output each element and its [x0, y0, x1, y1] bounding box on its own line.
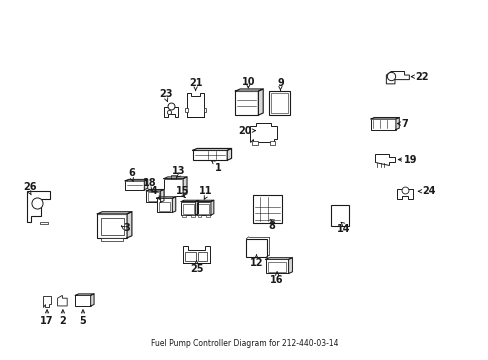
Polygon shape: [160, 189, 163, 202]
Text: 26: 26: [23, 183, 37, 192]
Polygon shape: [42, 296, 51, 307]
Polygon shape: [75, 294, 94, 295]
Bar: [192, 150, 227, 160]
Text: 19: 19: [403, 154, 417, 165]
Text: 11: 11: [199, 185, 212, 195]
Bar: [370, 119, 395, 130]
Bar: [101, 218, 123, 235]
Bar: [267, 262, 285, 272]
Bar: [190, 215, 194, 217]
Text: 12: 12: [249, 258, 263, 268]
Text: 22: 22: [414, 72, 427, 82]
Polygon shape: [196, 200, 213, 202]
Text: 7: 7: [401, 118, 407, 129]
Text: 15: 15: [176, 185, 189, 195]
Polygon shape: [27, 190, 50, 222]
Text: 18: 18: [142, 178, 156, 188]
Bar: [156, 198, 172, 212]
Polygon shape: [235, 89, 263, 91]
Bar: [330, 205, 349, 225]
Text: 10: 10: [241, 77, 255, 86]
Text: 14: 14: [336, 224, 350, 234]
Bar: [97, 214, 127, 238]
Polygon shape: [187, 93, 203, 117]
Bar: [265, 259, 288, 274]
Polygon shape: [192, 148, 231, 150]
Text: 9: 9: [277, 77, 283, 87]
Text: 25: 25: [189, 264, 203, 274]
Polygon shape: [386, 72, 408, 84]
Text: 20: 20: [238, 126, 251, 136]
Bar: [252, 195, 282, 223]
Polygon shape: [288, 258, 292, 274]
Bar: [196, 202, 210, 215]
Text: 4: 4: [150, 186, 157, 196]
Polygon shape: [163, 177, 186, 179]
Polygon shape: [183, 177, 186, 195]
Bar: [269, 141, 275, 145]
Bar: [251, 141, 257, 145]
Text: 16: 16: [270, 275, 283, 285]
Bar: [235, 91, 258, 115]
Polygon shape: [172, 197, 175, 212]
Bar: [41, 222, 47, 224]
Polygon shape: [90, 294, 94, 306]
Bar: [197, 215, 201, 217]
Polygon shape: [195, 200, 198, 215]
Bar: [101, 238, 123, 241]
Bar: [181, 202, 195, 215]
Polygon shape: [370, 117, 399, 119]
Bar: [198, 252, 206, 261]
Text: 17: 17: [40, 316, 54, 326]
Text: 24: 24: [421, 186, 434, 196]
Polygon shape: [146, 189, 163, 191]
Polygon shape: [156, 197, 175, 198]
Text: 1: 1: [214, 163, 221, 173]
Polygon shape: [144, 179, 147, 190]
Bar: [203, 108, 206, 112]
Bar: [206, 215, 209, 217]
Text: 2: 2: [60, 316, 66, 326]
Text: 13: 13: [171, 166, 185, 176]
Bar: [148, 192, 159, 201]
Text: 21: 21: [188, 77, 202, 87]
Polygon shape: [227, 148, 231, 160]
Bar: [184, 108, 187, 112]
Bar: [75, 295, 90, 306]
Polygon shape: [397, 189, 412, 199]
Text: Fuel Pump Controller Diagram for 212-440-03-14: Fuel Pump Controller Diagram for 212-440…: [150, 338, 338, 348]
Polygon shape: [58, 295, 67, 306]
Bar: [183, 204, 193, 213]
Polygon shape: [265, 258, 292, 259]
Bar: [198, 204, 208, 213]
Polygon shape: [395, 117, 399, 130]
Bar: [270, 93, 287, 113]
Polygon shape: [250, 123, 276, 142]
Polygon shape: [127, 212, 132, 238]
Polygon shape: [374, 154, 394, 165]
Bar: [185, 252, 196, 261]
Text: 23: 23: [159, 89, 173, 99]
Bar: [146, 191, 160, 202]
Polygon shape: [163, 107, 178, 117]
Bar: [246, 239, 266, 257]
Bar: [170, 175, 176, 179]
Bar: [125, 181, 144, 190]
Polygon shape: [210, 200, 213, 215]
Polygon shape: [181, 200, 198, 202]
Polygon shape: [183, 246, 209, 263]
Bar: [163, 179, 183, 195]
Text: 6: 6: [128, 168, 135, 178]
Bar: [182, 215, 185, 217]
Bar: [159, 202, 170, 211]
Polygon shape: [125, 179, 147, 181]
Text: 5: 5: [80, 316, 86, 326]
Polygon shape: [258, 89, 263, 115]
Polygon shape: [97, 212, 132, 214]
Text: 3: 3: [123, 222, 130, 233]
Text: 8: 8: [268, 221, 275, 230]
Bar: [268, 91, 290, 115]
